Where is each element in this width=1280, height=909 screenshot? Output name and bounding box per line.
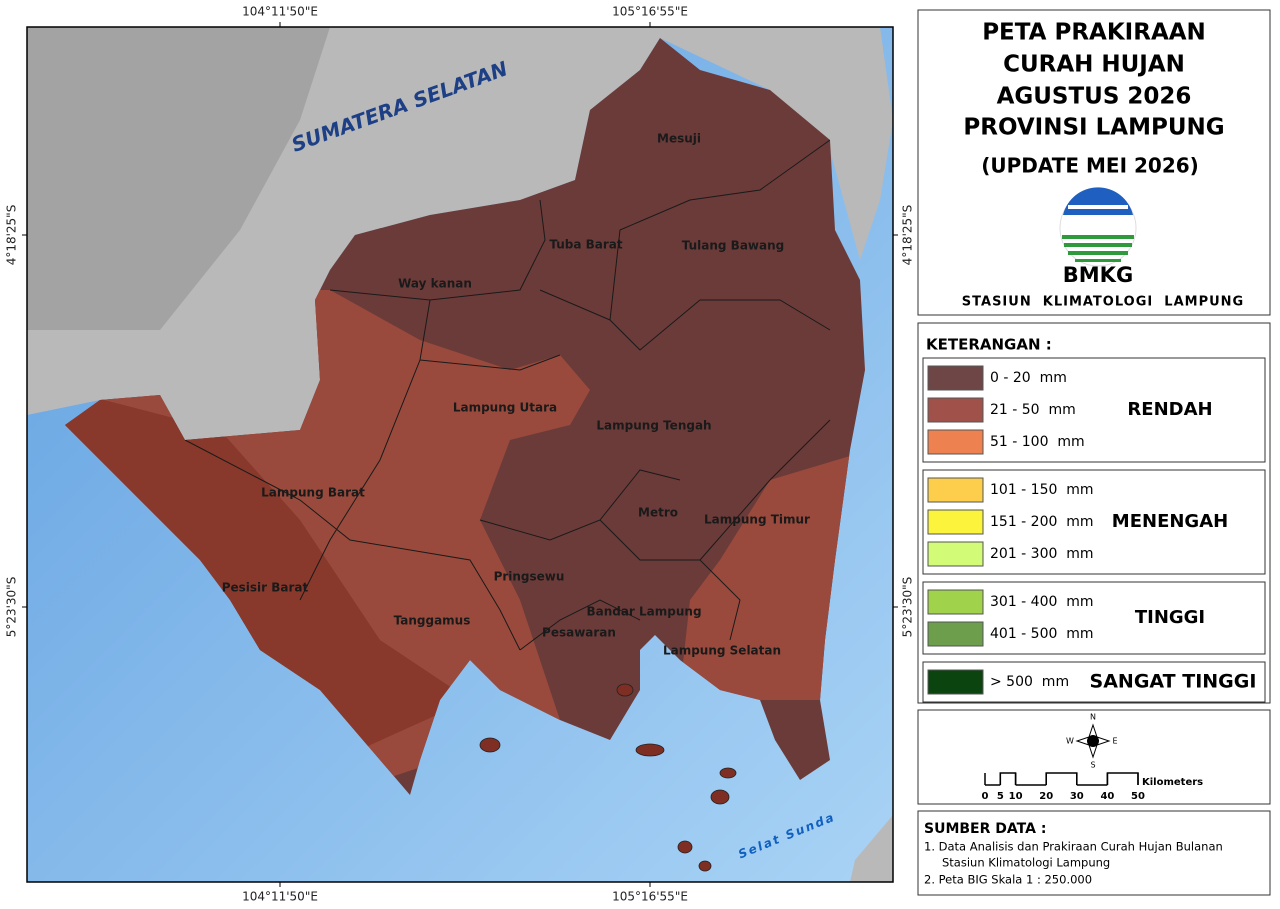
district-label: Pesawaran [542,626,616,640]
district-label: Lampung Selatan [663,644,781,658]
title-line: PROVINSI LAMPUNG [963,115,1224,141]
bmkg-logo [1059,187,1137,267]
legend-item-label: > 500 mm [990,674,1069,690]
compass-n: N [1090,713,1096,722]
scale-bar: 0 5 10 20 30 40 50 [982,772,1145,802]
title-line: CURAH HUJAN [1003,52,1185,78]
scale-tick-label: 0 [982,791,989,802]
legend-item-label: 401 - 500 mm [990,626,1094,642]
scale-panel [917,709,1271,805]
district-label: Metro [638,506,678,520]
legend-swatch [927,669,984,695]
compass-s: S [1090,761,1095,770]
compass [1075,723,1111,759]
legend-group-box [922,469,1266,575]
legend-item-label: 21 - 50 mm [990,402,1076,418]
source-panel [917,810,1271,896]
source-line: Stasiun Klimatologi Lampung [942,856,1110,870]
scale-tick-label: 5 [997,791,1004,802]
district-label: Lampung Barat [261,486,365,500]
district-label: Mesuji [657,132,701,146]
zone-21-50-east [680,450,865,700]
coord-label: 104°11'50"E [242,890,318,904]
coord-label: 5°23'30"S [5,577,19,638]
legend-group-label: RENDAH [1127,399,1212,420]
district-label: Lampung Utara [453,401,557,415]
district-label: Pringsewu [494,570,565,584]
scale-tick-label: 50 [1131,791,1145,802]
district-label: Bandar Lampung [586,605,701,619]
source-line: 1. Data Analisis dan Prakiraan Curah Huj… [924,840,1223,854]
map [27,27,893,882]
legend-swatch [927,589,984,615]
coord-label: 4°18'25"S [901,205,915,266]
legend-group-label: TINGGI [1135,607,1205,628]
legend-item-label: 201 - 300 mm [990,546,1094,562]
java-land [850,815,893,882]
coord-label: 104°11'50"E [242,5,318,19]
legend-item-label: 151 - 200 mm [990,514,1094,530]
legend-swatch [927,429,984,455]
scale-tick-label: 10 [1009,791,1023,802]
coord-label: 5°23'30"S [901,577,915,638]
scale-tick-label: 20 [1039,791,1053,802]
district-label: Tanggamus [394,614,471,628]
coord-label: 105°16'55"E [612,890,688,904]
district-label: Pesisir Barat [222,581,309,595]
legend-swatch [927,621,984,647]
scale-unit: Kilometers [1142,777,1203,788]
district-label: Way kanan [398,277,472,291]
legend-swatch [927,477,984,503]
compass-w: W [1066,737,1074,746]
district-label: Lampung Timur [704,513,810,527]
legend-swatch [927,541,984,567]
scale-tick-label: 30 [1070,791,1084,802]
source-line: 2. Peta BIG Skala 1 : 250.000 [924,873,1092,887]
district-label: Tuba Barat [549,238,623,252]
legend: 0 - 20 mm 21 - 50 mm 51 - 100 mm RENDAH 101 … [922,357,1266,703]
title-line: AGUSTUS 2026 [997,84,1192,110]
logo-text: BMKG [1063,263,1133,287]
legend-swatch [927,365,984,391]
station-label: STASIUN KLIMATOLOGI LAMPUNG [962,295,1244,310]
highlands [27,27,330,330]
coord-label: 105°16'55"E [612,5,688,19]
legend-group-box [922,661,1266,703]
legend-group-label: MENENGAH [1112,511,1228,532]
map-frame [26,26,894,883]
coord-label: 4°18'25"S [5,205,19,266]
update-label: (UPDATE MEI 2026) [981,154,1199,178]
compass-e: E [1112,737,1117,746]
title-line: PETA PRAKIRAAN [982,20,1206,46]
legend-swatch [927,509,984,535]
district-label: Tulang Bawang [682,239,785,253]
legend-swatch [927,397,984,423]
legend-group-box [922,581,1266,655]
district-borders [184,139,831,651]
legend-group-box [922,357,1266,463]
legend-item-label: 101 - 150 mm [990,482,1094,498]
legend-item-label: 0 - 20 mm [990,370,1067,386]
legend-group-label: SANGAT TINGGI [1090,671,1257,693]
islands [479,683,737,872]
district-label: Lampung Tengah [596,419,711,433]
graticule-ticks [22,22,898,887]
scale-tick-label: 40 [1100,791,1114,802]
legend-heading: KETERANGAN : [926,336,1052,354]
legend-item-label: 301 - 400 mm [990,594,1094,610]
legend-item-label: 51 - 100 mm [990,434,1085,450]
source-heading: SUMBER DATA : [924,821,1046,837]
